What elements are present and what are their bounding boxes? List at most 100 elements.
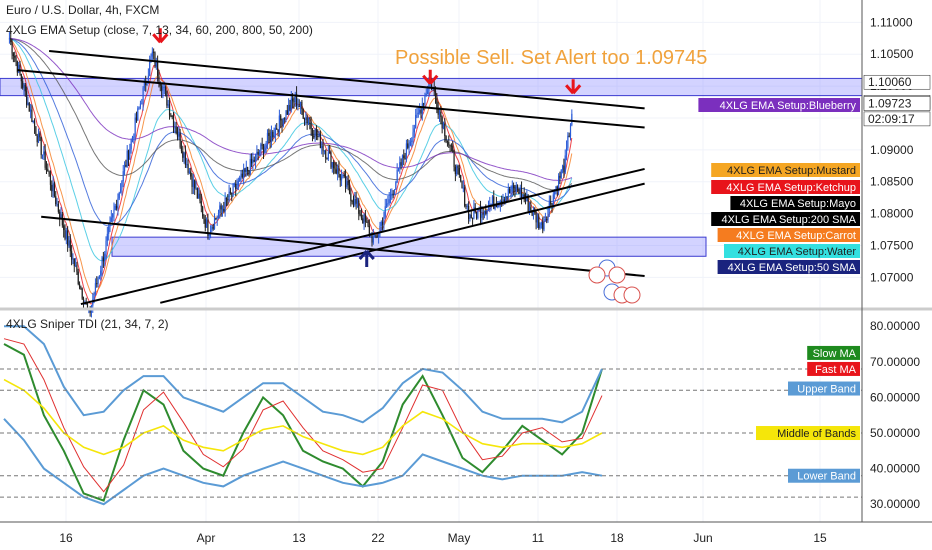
trendline[interactable] <box>17 69 645 129</box>
candle-body <box>272 131 274 138</box>
indicator-label[interactable]: 4XLG EMA Setup:200 SMA <box>711 212 860 226</box>
candle-body <box>318 133 320 137</box>
x-tick-label: 13 <box>292 531 306 545</box>
candle-body <box>456 165 458 175</box>
candle-body <box>303 118 306 120</box>
tdi-tick-label: 30.00000 <box>870 497 920 511</box>
candle-body <box>41 154 44 156</box>
tdi-levels <box>0 368 862 498</box>
indicator-label[interactable]: 4XLG EMA Setup:50 SMA <box>717 260 860 274</box>
candle-body <box>502 199 504 204</box>
candle-body <box>33 120 36 127</box>
candle-body <box>568 135 570 137</box>
candle-body <box>281 120 283 126</box>
trendline[interactable] <box>49 50 645 110</box>
candle-body <box>151 51 153 57</box>
candle-body <box>548 201 550 210</box>
candle-body <box>286 110 288 115</box>
candle-body <box>490 203 492 205</box>
candle-body <box>61 214 63 226</box>
price-axis[interactable]: 1.070001.075001.080001.085001.090001.095… <box>870 15 920 511</box>
candle-body <box>81 288 83 299</box>
candle-body <box>426 91 429 95</box>
tdi-fast-line <box>3 338 603 493</box>
tdi-level-tag-text: Slow MA <box>813 348 857 360</box>
candle-body <box>403 155 405 158</box>
candle-body <box>76 265 78 272</box>
candle-body <box>245 167 247 172</box>
price-tag-text: 1.10060 <box>868 75 912 89</box>
candle-body <box>256 151 258 155</box>
candle-body <box>168 104 171 116</box>
indicator-label[interactable]: 4XLG EMA Setup:Mustard <box>711 163 860 177</box>
symbol-title: Euro / U.S. Dollar, 4h, FXCM <box>6 3 159 17</box>
candle-body <box>311 128 314 136</box>
indicator-label[interactable]: 4XLG EMA Setup:Carrot <box>717 228 860 242</box>
candle-body <box>249 158 251 175</box>
indicator-label[interactable]: 4XLG EMA Setup:Water <box>724 244 860 258</box>
candle-body <box>130 140 132 149</box>
candle-body <box>157 61 159 76</box>
candle-body <box>356 200 359 204</box>
candle-body <box>350 193 352 201</box>
candle-body <box>215 218 217 220</box>
indicator-label[interactable]: 4XLG EMA Setup:Mayo <box>730 196 860 210</box>
candle-body <box>228 191 230 200</box>
candle-body <box>112 213 114 218</box>
candle-body <box>285 110 287 120</box>
candle-body <box>233 183 235 185</box>
indicator-title: 4XLG EMA Setup (close, 7, 13, 34, 60, 20… <box>6 23 313 37</box>
trendline[interactable] <box>80 167 645 306</box>
candle-body <box>19 64 21 74</box>
candle-body <box>20 73 22 82</box>
candle-body <box>471 217 474 219</box>
candle-body <box>86 303 89 309</box>
candle-body <box>257 151 259 155</box>
trendline[interactable] <box>160 182 645 304</box>
event-badge[interactable] <box>588 266 606 284</box>
ema-line <box>9 37 573 181</box>
price-tick-label: 1.10500 <box>870 47 914 61</box>
candle-body <box>489 204 491 206</box>
indicator-label-text: 4XLG EMA Setup:Mayo <box>740 198 856 210</box>
indicator-label[interactable]: 4XLG EMA Setup:Ketchup <box>711 180 860 194</box>
candle-body <box>196 188 198 199</box>
candle-body <box>565 147 568 156</box>
sell-arrow-icon <box>422 69 439 85</box>
candle-body <box>450 145 453 147</box>
tdi-series-line <box>3 378 603 456</box>
candle-body <box>347 180 349 186</box>
candle-body <box>37 133 40 143</box>
candle-body <box>544 218 546 221</box>
candle-body <box>367 221 369 226</box>
trendline[interactable] <box>41 215 645 278</box>
candle-body <box>175 127 177 134</box>
candle-body <box>559 175 561 178</box>
candle-body <box>475 212 478 219</box>
candles <box>8 31 573 318</box>
price-tick-label: 1.07000 <box>870 270 914 284</box>
candle-body <box>239 177 241 181</box>
time-axis[interactable]: 16 Apr 13 22 May 11 18 Jun 15 <box>59 531 827 545</box>
event-badges[interactable] <box>588 259 641 304</box>
candle-body <box>528 207 531 212</box>
candle-body <box>383 216 385 225</box>
indicator-label[interactable]: 4XLG EMA Setup:Blueberry <box>698 98 860 112</box>
candle-body <box>387 203 389 205</box>
candle-body <box>73 258 75 267</box>
candle-body <box>319 133 322 149</box>
candle-body <box>571 113 573 126</box>
candle-body <box>158 75 160 83</box>
candle-body <box>43 151 45 155</box>
x-tick-label: Apr <box>197 531 216 545</box>
candle-body <box>516 185 519 189</box>
candle-body <box>39 133 41 138</box>
event-badge[interactable] <box>608 266 626 284</box>
candle-body <box>14 56 16 58</box>
candle-body <box>458 168 460 175</box>
candle-body <box>63 225 65 231</box>
event-badge[interactable] <box>623 286 641 304</box>
candle-body <box>293 101 295 103</box>
candle-body <box>172 116 175 128</box>
